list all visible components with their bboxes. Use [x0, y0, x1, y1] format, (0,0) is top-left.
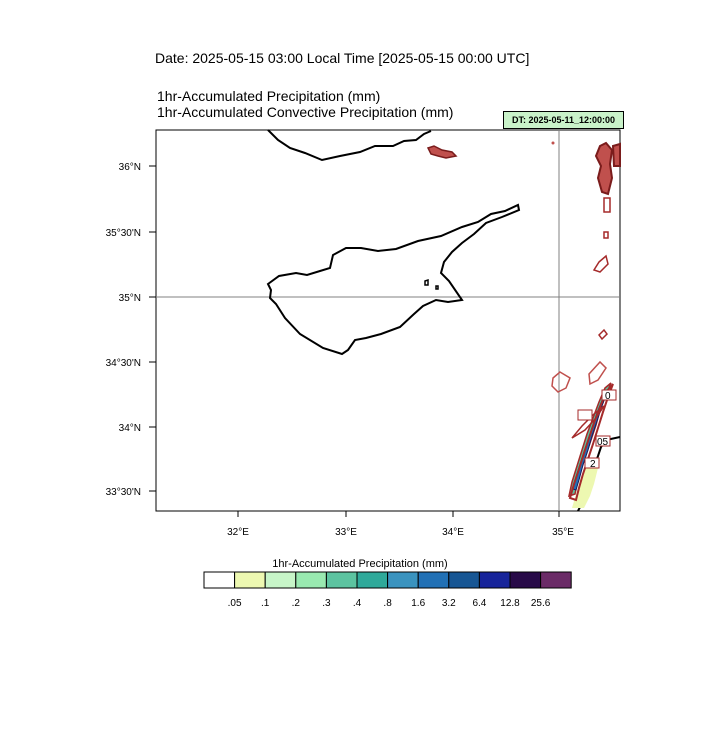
lat-label-35-30n: 35°30'N: [106, 228, 141, 239]
colorbar-swatch: [203, 571, 236, 589]
colorbar: .05 .1 .2 .3 .4 .8 1.6 3.2 6.4 12.8 25.6: [203, 571, 572, 609]
contour-label-05: 05: [597, 437, 609, 448]
lat-label-36n: 36°N: [119, 162, 141, 173]
precip-fill-light: [572, 458, 600, 508]
colorbar-tick-label: .05: [228, 598, 242, 609]
convective-contour-coast: [568, 383, 614, 502]
lat-label-34n: 34°N: [119, 423, 141, 434]
cyprus-coastline: [266, 203, 521, 356]
field-title-precip: 1hr-Accumulated Precipitation (mm): [157, 88, 381, 104]
lon-label-34e: 34°E: [442, 527, 464, 538]
convective-contour-north: [426, 145, 458, 159]
colorbar-swatch: [264, 571, 297, 589]
convective-contour-blob-1: [551, 371, 571, 393]
colorbar-swatch: [509, 571, 542, 589]
colorbar-swatch: [478, 571, 511, 589]
map-frame: [155, 129, 621, 512]
date-title: Date: 2025-05-15 03:00 Local Time [2025-…: [155, 50, 530, 66]
colorbar-tick-label: 6.4: [472, 598, 486, 609]
field-title-convective: 1hr-Accumulated Convective Precipitation…: [157, 104, 454, 120]
contour-label-2: 2: [590, 459, 596, 470]
colorbar-swatch: [448, 571, 480, 589]
colorbar-tick-label: .4: [353, 598, 362, 609]
contour-label-0: 0: [605, 391, 611, 402]
convective-contour-northeast: [594, 141, 614, 196]
colorbar-tick-label: .8: [383, 598, 392, 609]
colorbar-swatch: [325, 571, 358, 589]
convective-contour-blob-3: [598, 328, 608, 341]
colorbar-tick-label: .3: [322, 598, 331, 609]
colorbar-tick-label: .2: [292, 598, 301, 609]
contour-label-box-1: [601, 389, 617, 401]
convective-contour-blob-2: [588, 360, 607, 386]
contour-label-box-3: [595, 435, 611, 447]
convective-contour-northeast-2: [611, 142, 621, 167]
lon-axis: 32°E 33°E 34°E 35°E: [227, 511, 574, 538]
contour-label-box-2: [577, 409, 593, 421]
lon-label-35e: 35°E: [552, 527, 574, 538]
convective-contour-northeast-3: [603, 197, 611, 213]
turkey-coastline: [267, 129, 432, 162]
lat-label-33-30n: 33°30'N: [106, 487, 141, 498]
colorbar-swatch: [417, 571, 450, 589]
colorbar-title: 1hr-Accumulated Precipitation (mm): [272, 558, 448, 570]
convective-contour-west: [571, 405, 605, 439]
colorbar-tick-label: 25.6: [531, 598, 551, 609]
colorbar-swatch: [540, 571, 572, 589]
convective-contour-blob-5: [603, 231, 609, 239]
lat-label-35n: 35°N: [119, 293, 141, 304]
lon-label-32e: 32°E: [227, 527, 249, 538]
colorbar-swatch: [387, 571, 419, 589]
cyprus-islet-2: [435, 285, 439, 290]
colorbar-tick-label: 1.6: [411, 598, 425, 609]
dt-badge: DT: 2025-05-11_12:00:00: [503, 111, 624, 129]
convective-speck: [551, 141, 555, 145]
colorbar-tick-label: 12.8: [500, 598, 520, 609]
colorbar-swatch: [356, 571, 389, 589]
colorbar-swatch: [295, 571, 327, 589]
convective-contour-blob-4: [592, 254, 609, 273]
colorbar-tick-label: 3.2: [442, 598, 456, 609]
colorbar-swatch: [234, 571, 266, 589]
lon-label-33e: 33°E: [335, 527, 357, 538]
lat-label-34-30n: 34°30'N: [106, 358, 141, 369]
contour-label-box-4: [584, 457, 600, 469]
colorbar-tick-label: .1: [261, 598, 270, 609]
lat-axis: 36°N 35°30'N 35°N 34°30'N 34°N 33°30'N: [106, 162, 156, 498]
cyprus-islet: [424, 278, 429, 286]
